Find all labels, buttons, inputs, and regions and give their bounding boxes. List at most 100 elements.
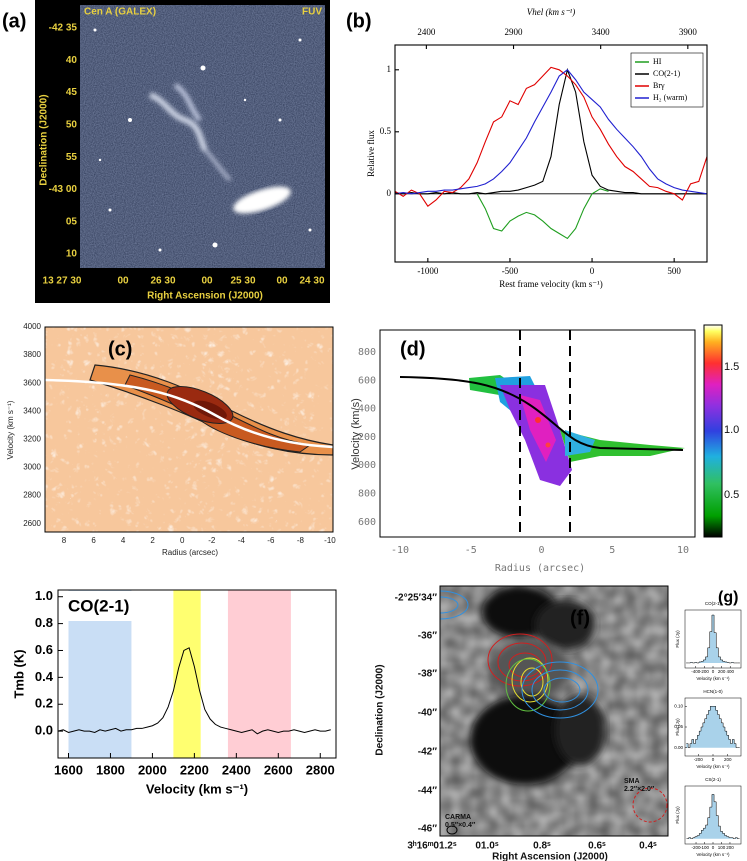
x-tick-label: -10	[324, 536, 336, 545]
line	[394, 66, 708, 207]
colorbar-label: 1.5	[724, 361, 739, 373]
y-tick-label: 4000	[23, 322, 41, 331]
x-tick-label: 0	[712, 845, 715, 850]
plot-frame	[57, 589, 337, 759]
line	[57, 647, 331, 735]
beam-note: 0.5″×0.4″	[445, 822, 476, 829]
x-tick-label: 13 27 30	[43, 276, 82, 287]
x-tick-label: 24 30	[299, 276, 324, 287]
x-tick-label: 0.6ˢ	[588, 841, 606, 852]
y-tick-label: -44″	[418, 786, 437, 797]
y-tick-label: 0.8	[35, 615, 53, 630]
line	[394, 69, 708, 195]
chart-title: HCN(1-0)	[703, 689, 723, 694]
x-tick-label: 0	[590, 266, 595, 276]
region	[545, 442, 551, 448]
x-tick-label: 0	[712, 669, 715, 674]
panel-d	[379, 324, 723, 538]
y-tick-label: 0.2	[35, 696, 53, 711]
x-tick-label: -10	[391, 545, 409, 556]
line	[686, 614, 740, 664]
stars	[93, 28, 312, 252]
panel-label: (c)	[108, 338, 132, 360]
legend-label: CO(2-1)	[653, 69, 680, 78]
x-tick-label: 2600	[264, 762, 293, 777]
y-tick-label: 3800	[23, 350, 41, 359]
x-tick-label: 2000	[138, 762, 167, 777]
pv-emission	[45, 364, 333, 456]
line	[476, 188, 609, 240]
x-axis-label: Right Ascension (J2000)	[492, 852, 608, 861]
area	[686, 706, 740, 748]
x2-tick-label: 3900	[679, 27, 698, 37]
x-axis-label: Velocity (km s⁻¹)	[696, 852, 730, 857]
panel-label: (f)	[570, 607, 590, 629]
panel-label: (a)	[2, 10, 26, 32]
y-tick-label: 2800	[23, 491, 41, 500]
y-axis-label: Flux (Jy)	[675, 718, 680, 736]
x-tick-label: 2	[150, 536, 155, 545]
y-tick-label: 0.00	[674, 745, 683, 750]
band	[227, 590, 291, 758]
plot-frame	[394, 44, 708, 263]
panel-c	[44, 326, 334, 533]
y-tick-label: 3600	[23, 378, 41, 387]
line	[686, 706, 740, 748]
y-tick-label: 2600	[23, 519, 41, 528]
y-axis-label: Flux (Jy)	[675, 806, 680, 824]
y-tick-label: 600	[358, 375, 376, 386]
x-tick-label: 4	[121, 536, 126, 545]
x-tick-label: 2400	[222, 762, 251, 777]
y-tick-label: -2°25′34″	[395, 593, 438, 604]
y-axis-label: Declination (J2000)	[375, 664, 386, 755]
x-tick-label: -200	[700, 669, 710, 674]
x-axis-label: Radius (arcsec)	[162, 548, 218, 557]
y-tick-label: 1.0	[35, 588, 53, 603]
x-axis-label: Right Ascension (J2000)	[147, 291, 263, 302]
y-tick-label: 0.05	[674, 724, 683, 729]
panel-label: (d)	[400, 338, 426, 360]
y-axis-label: Velocity (km s⁻¹)	[6, 400, 15, 459]
x2-tick-label: 3400	[592, 27, 611, 37]
image-band: FUV	[302, 7, 322, 18]
y-tick-label: 000	[358, 460, 376, 471]
beam-note: 2.2″×2.0″	[624, 786, 655, 793]
x-tick-label: 00	[276, 276, 288, 287]
x-tick-label: -100	[700, 845, 710, 850]
panel-label: (g)	[718, 589, 738, 606]
x-tick-label: 400	[726, 669, 734, 674]
legend-label: Brγ	[653, 81, 665, 90]
x-tick-label: -4	[238, 536, 246, 545]
x-tick-label: 26 30	[150, 276, 175, 287]
panel-label: (b)	[346, 10, 372, 32]
annotation-box	[66, 591, 132, 621]
beam-note: CARMA	[445, 814, 471, 821]
y-tick-label: 3400	[23, 406, 41, 415]
x-tick-label: 200	[726, 845, 734, 850]
chart-title: CS(2-1)	[705, 777, 721, 782]
colorbar-label: 0.5	[724, 489, 739, 501]
region	[535, 417, 541, 423]
y-tick-label: 0.4	[35, 669, 54, 684]
plot-frame	[439, 585, 669, 837]
y-tick-label: -36″	[418, 631, 437, 642]
x-tick-label: 5	[609, 545, 615, 556]
x-tick-label: -5	[465, 545, 477, 556]
x-tick-label: -8	[297, 536, 305, 545]
y-tick-label: 55	[66, 152, 78, 163]
x-tick-label: 0.4ˢ	[639, 841, 657, 852]
y-tick-label: 0.5	[380, 126, 392, 136]
map-emission	[440, 586, 668, 835]
x-tick-label: 0	[180, 536, 185, 545]
x-tick-label: 1600	[54, 762, 83, 777]
colorbar-label: 1.0	[724, 424, 739, 436]
y-tick-label: 600	[358, 517, 376, 528]
legend-label: H₂ (warm)	[653, 93, 687, 102]
y-axis-label: Relative flux	[366, 130, 376, 177]
x-tick-label: 100	[718, 845, 726, 850]
area	[686, 794, 740, 839]
colorbar	[703, 324, 723, 538]
x-tick-label: 3ʰ16ᵐ01.2ˢ	[407, 841, 456, 852]
